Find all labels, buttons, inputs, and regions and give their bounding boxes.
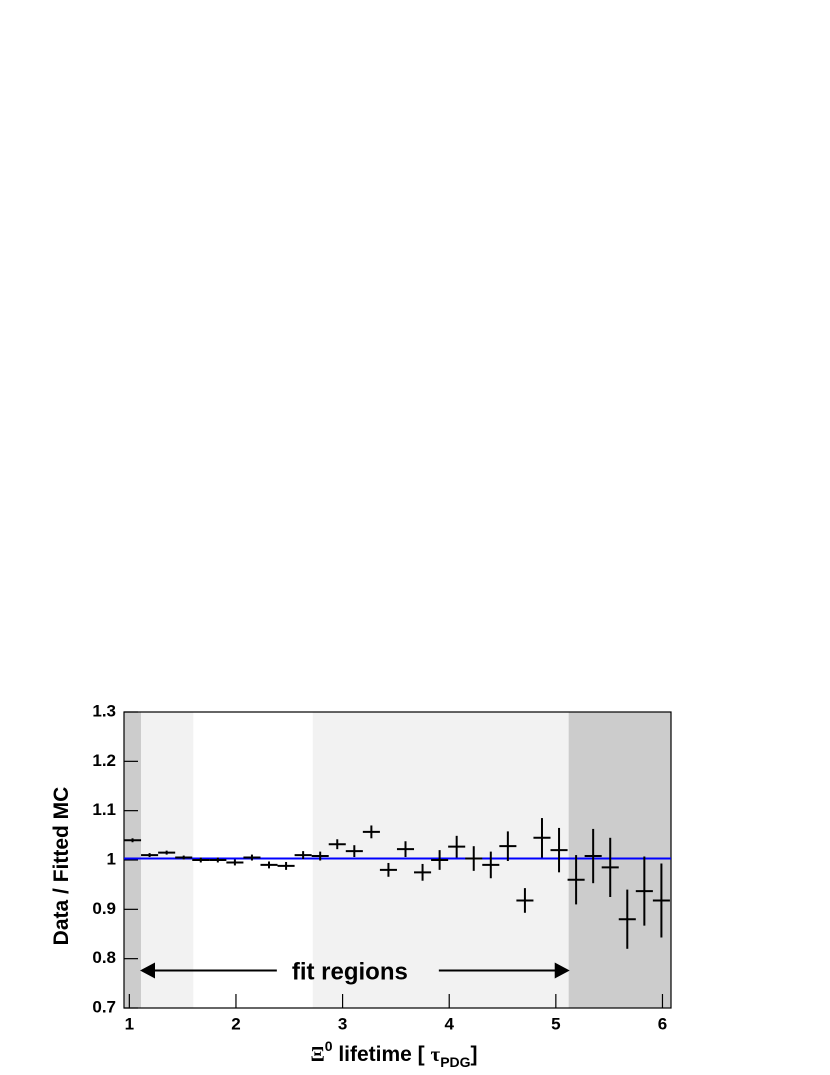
x-tick-label: 3 <box>338 1014 347 1033</box>
x-label-part: lifetime [ <box>332 1043 430 1066</box>
x-tick-label: 5 <box>551 1014 560 1033</box>
y-axis-label: Data / Fitted MC <box>50 787 73 946</box>
x-axis-label: Ξ0 lifetime [ τPDG] <box>310 1038 477 1070</box>
y-tick-label: 1.3 <box>92 701 116 720</box>
x-tick-label: 6 <box>658 1014 667 1033</box>
y-tick-label: 1 <box>107 849 116 868</box>
x-tick-label: 4 <box>444 1014 454 1033</box>
x-tick-label: 2 <box>231 1014 240 1033</box>
arrow-head <box>554 962 570 979</box>
y-tick-label: 0.9 <box>92 899 116 918</box>
x-label-part: 0 <box>325 1038 333 1054</box>
annotation: fit regions <box>292 959 408 986</box>
y-tick-label: 1.2 <box>92 751 116 770</box>
x-label-part: ] <box>471 1043 478 1066</box>
x-label-part: τ <box>431 1042 441 1066</box>
x-tick-label: 1 <box>125 1014 134 1033</box>
x-label-part: Ξ <box>310 1042 324 1066</box>
arrow-head <box>139 962 155 979</box>
region <box>141 712 194 1008</box>
region <box>568 712 671 1008</box>
x-label-part: PDG <box>440 1054 470 1070</box>
y-tick-label: 1.1 <box>92 800 116 819</box>
y-tick-label: 0.7 <box>92 997 116 1016</box>
y-tick-label: 0.8 <box>92 948 116 967</box>
